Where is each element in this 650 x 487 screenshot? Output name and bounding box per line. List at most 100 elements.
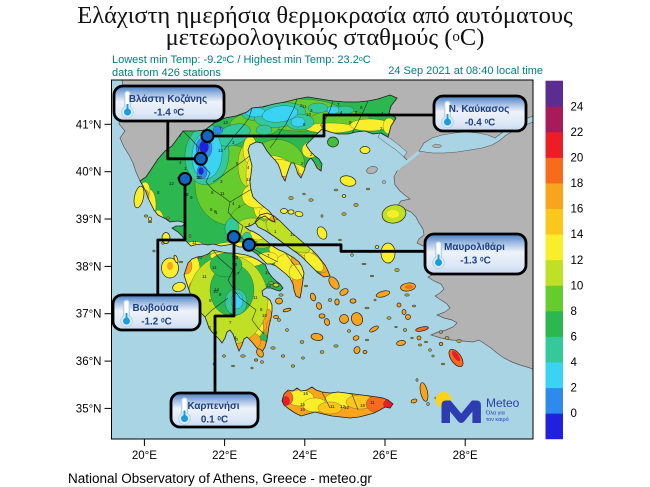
svg-text:-1.3 0C: -1.3 0C xyxy=(460,256,491,267)
svg-text:Βλάστη Κοζάνης: Βλάστη Κοζάνης xyxy=(129,94,207,105)
svg-text:11: 11 xyxy=(302,104,307,109)
svg-text:12: 12 xyxy=(223,120,229,125)
svg-text:8: 8 xyxy=(219,292,222,297)
svg-text:24°E: 24°E xyxy=(292,450,317,462)
svg-text:0.1 0C: 0.1 0C xyxy=(201,415,228,426)
svg-text:4: 4 xyxy=(179,160,182,165)
svg-text:Ν. Καύκασος: Ν. Καύκασος xyxy=(449,104,510,115)
svg-text:-1.2 0C: -1.2 0C xyxy=(141,317,172,328)
svg-text:37°N: 37°N xyxy=(76,309,102,321)
svg-text:14: 14 xyxy=(214,287,220,292)
svg-text:μετεωρολογικούς σταθμούς (oC): μετεωρολογικούς σταθμούς (oC) xyxy=(166,24,485,51)
svg-text:11: 11 xyxy=(370,400,375,405)
svg-text:11: 11 xyxy=(192,240,197,245)
svg-text:τον καιρό: τον καιρό xyxy=(486,416,509,423)
svg-text:-1.4 0C: -1.4 0C xyxy=(154,108,185,119)
svg-text:1: 1 xyxy=(274,229,277,234)
svg-text:Meteo: Meteo xyxy=(486,396,520,410)
svg-text:8: 8 xyxy=(157,190,160,195)
svg-text:16: 16 xyxy=(303,391,309,396)
svg-text:20: 20 xyxy=(571,152,584,164)
svg-text:10: 10 xyxy=(306,112,312,117)
svg-text:28°E: 28°E xyxy=(453,450,478,462)
svg-text:5: 5 xyxy=(230,312,233,317)
svg-text:9: 9 xyxy=(349,120,352,125)
svg-text:8: 8 xyxy=(571,306,577,318)
svg-text:10: 10 xyxy=(571,280,584,292)
svg-text:8: 8 xyxy=(303,122,306,127)
svg-text:8: 8 xyxy=(214,209,217,214)
svg-text:6: 6 xyxy=(571,332,577,344)
svg-text:12: 12 xyxy=(266,283,272,288)
svg-text:39°N: 39°N xyxy=(76,214,102,226)
svg-text:2: 2 xyxy=(238,204,241,209)
svg-text:20°E: 20°E xyxy=(132,450,157,462)
svg-text:4: 4 xyxy=(247,165,250,170)
svg-text:15: 15 xyxy=(360,403,366,408)
svg-text:7: 7 xyxy=(267,253,270,258)
svg-text:11: 11 xyxy=(212,265,217,270)
svg-text:2: 2 xyxy=(232,140,235,145)
svg-text:13: 13 xyxy=(233,255,239,260)
svg-text:16: 16 xyxy=(571,204,584,216)
svg-text:7: 7 xyxy=(179,133,182,138)
svg-text:14: 14 xyxy=(571,229,584,241)
svg-text:11: 11 xyxy=(330,404,335,409)
svg-text:26°E: 26°E xyxy=(372,450,397,462)
svg-text:24 Sep 2021 at 08:40 local tim: 24 Sep 2021 at 08:40 local time xyxy=(388,65,543,77)
svg-text:Lowest min Temp: -9.2oC / High: Lowest min Temp: -9.2oC / Highest min Te… xyxy=(112,54,371,66)
svg-text:10: 10 xyxy=(265,270,271,275)
svg-text:4: 4 xyxy=(248,222,251,227)
svg-text:15: 15 xyxy=(300,402,306,407)
svg-text:1: 1 xyxy=(215,210,218,215)
svg-text:22°E: 22°E xyxy=(212,450,237,462)
svg-text:1: 1 xyxy=(184,166,187,171)
svg-text:8: 8 xyxy=(355,110,358,115)
svg-text:12: 12 xyxy=(169,181,175,186)
svg-text:41°N: 41°N xyxy=(76,119,102,131)
svg-text:Ελάχιστη ημερήσια θερμοκρασία: Ελάχιστη ημερήσια θερμοκρασία από αυτόμα… xyxy=(77,2,573,29)
svg-text:10: 10 xyxy=(290,232,296,237)
svg-text:Όλα για: Όλα για xyxy=(485,411,506,417)
svg-text:9: 9 xyxy=(360,105,363,110)
svg-text:11: 11 xyxy=(246,177,251,182)
svg-text:10: 10 xyxy=(233,337,239,342)
svg-text:18: 18 xyxy=(571,178,584,190)
svg-text:6: 6 xyxy=(211,190,214,195)
svg-text:10: 10 xyxy=(262,313,268,318)
svg-text:16: 16 xyxy=(300,407,306,412)
svg-text:8: 8 xyxy=(209,298,212,303)
svg-text:National Observatory of Athens: National Observatory of Athens, Greece -… xyxy=(68,471,372,486)
svg-text:12: 12 xyxy=(197,175,203,180)
svg-text:4: 4 xyxy=(340,110,343,115)
svg-text:data from 426 stations: data from 426 stations xyxy=(112,67,221,79)
svg-text:5: 5 xyxy=(236,161,239,166)
svg-text:22: 22 xyxy=(571,127,584,139)
svg-text:7: 7 xyxy=(237,271,240,276)
svg-text:9: 9 xyxy=(186,192,189,197)
svg-text:4: 4 xyxy=(381,111,384,116)
svg-text:9: 9 xyxy=(190,195,193,200)
svg-text:4: 4 xyxy=(571,357,578,369)
svg-text:8: 8 xyxy=(255,240,258,245)
svg-text:2: 2 xyxy=(300,103,303,108)
svg-text:8: 8 xyxy=(260,307,263,312)
svg-text:3: 3 xyxy=(380,126,383,131)
svg-text:36°N: 36°N xyxy=(76,356,102,368)
svg-text:40°N: 40°N xyxy=(76,167,102,179)
svg-text:4: 4 xyxy=(232,201,235,206)
svg-text:11: 11 xyxy=(220,191,225,196)
svg-text:3: 3 xyxy=(220,179,223,184)
svg-text:2: 2 xyxy=(571,383,577,395)
svg-text:7: 7 xyxy=(219,126,222,131)
svg-text:11: 11 xyxy=(253,295,258,300)
svg-text:8: 8 xyxy=(215,330,218,335)
svg-text:Μαυρολιθάρι: Μαυρολιθάρι xyxy=(444,242,505,253)
svg-text:24: 24 xyxy=(571,101,584,113)
svg-text:12: 12 xyxy=(344,405,350,410)
svg-text:5: 5 xyxy=(210,207,213,212)
svg-text:10: 10 xyxy=(213,289,219,294)
svg-text:10: 10 xyxy=(197,255,203,260)
svg-text:7: 7 xyxy=(229,320,232,325)
svg-text:12: 12 xyxy=(218,148,224,153)
